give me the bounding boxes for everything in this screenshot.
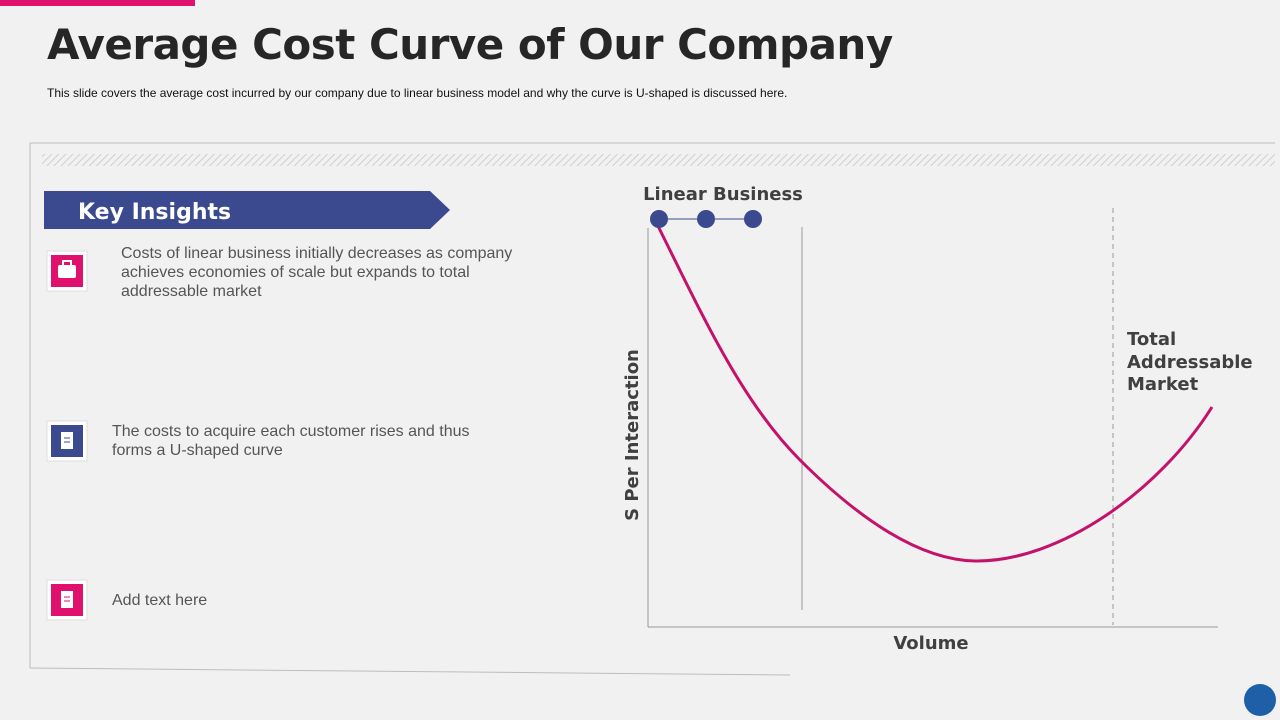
right-label: Total [1127, 329, 1176, 350]
heading-banner [44, 191, 450, 229]
hatch-stripe [42, 154, 1275, 166]
insight-text: Add text here [112, 592, 208, 609]
accent-bar [0, 0, 195, 6]
icon [46, 250, 88, 292]
top-label: Linear Business [643, 184, 803, 205]
subtitle: This slide covers the average cost incur… [47, 86, 788, 100]
title: Average Cost Curve of Our Company [47, 20, 893, 69]
dot [744, 210, 762, 228]
icon [46, 420, 88, 462]
page-badge [1244, 684, 1276, 716]
right-label: Addressable [1127, 352, 1253, 373]
dot [650, 210, 668, 228]
right-label: Market [1127, 374, 1199, 395]
insight-text: The costs to acquire each customer rises… [112, 423, 470, 459]
y-axis-label: S Per Interaction [622, 349, 643, 521]
frame-line [29, 667, 791, 676]
x-axis-label: Volume [893, 633, 968, 654]
heading: Key Insights [78, 200, 231, 225]
insight-text: Costs of linear business initially decre… [121, 245, 513, 300]
dot [697, 210, 715, 228]
cost-curve [653, 219, 1214, 563]
icon [46, 579, 88, 621]
